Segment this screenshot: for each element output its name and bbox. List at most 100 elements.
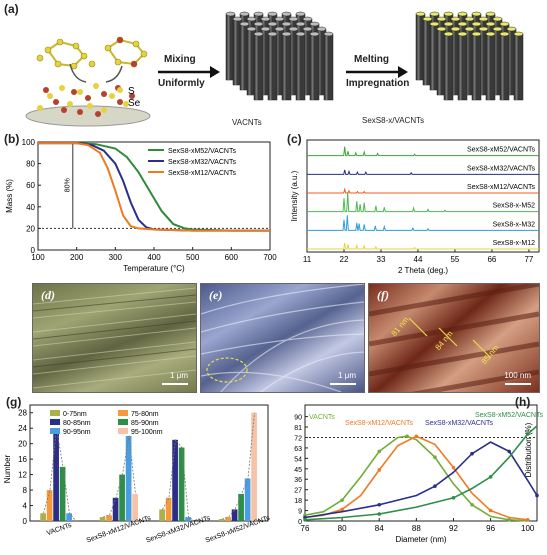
data-point — [405, 434, 409, 439]
nanotube-cap — [253, 11, 264, 17]
series-line-2 — [38, 142, 270, 232]
caption-filled-vacnts: SexS8-x/VACNTs — [362, 116, 425, 125]
x-tick-label: 700 — [263, 253, 277, 262]
nanotube-highlight — [269, 34, 272, 100]
filled-vacnt-array — [415, 11, 524, 101]
nanotube-highlight — [234, 19, 237, 85]
nanotube-cap — [422, 16, 433, 22]
nanotube-cap — [260, 26, 271, 32]
bar-3-1 — [225, 517, 231, 521]
x-tick-label: 300 — [109, 253, 123, 262]
nanotube-highlight — [438, 29, 441, 95]
legend-label-3: 85-90nm — [131, 420, 159, 427]
y-tick-label: 28 — [18, 409, 27, 418]
nanotube-cap — [295, 31, 306, 37]
nanotube-highlight — [487, 34, 490, 100]
y-tick-label: 0 — [298, 519, 302, 526]
nanotube-highlight — [227, 14, 230, 80]
nanotube — [513, 33, 524, 101]
nanotube-cap — [281, 11, 292, 17]
trend-line-1 — [102, 435, 136, 518]
legend-swatch-5 — [118, 428, 128, 434]
x-tick-label: 44 — [414, 255, 423, 264]
nanotube-cap — [274, 26, 285, 32]
data-point — [433, 484, 437, 488]
y-tick-label: 81 — [294, 425, 302, 432]
y-tick-label: 8 — [23, 486, 28, 495]
nanotube-highlight — [297, 34, 300, 100]
category-label-2: SexS8-xM32/VACNTs — [145, 515, 212, 545]
pattern-line-0 — [307, 146, 539, 157]
nanotube-cap — [471, 31, 482, 37]
nanotube-cap — [316, 26, 327, 32]
nanotube-cap — [295, 21, 306, 27]
selenium-legend-dot — [117, 99, 123, 105]
x-tick-label: 88 — [412, 524, 421, 533]
nanotube-highlight — [515, 34, 518, 100]
y-tick-label: 60 — [26, 181, 35, 190]
distribution-line-3 — [304, 425, 538, 521]
bar-1-1 — [106, 515, 112, 521]
y-tick-label: 100 — [22, 138, 36, 147]
nanotube-cap — [436, 26, 447, 32]
nanotube-cap — [309, 31, 320, 37]
nanotube-cap — [478, 26, 489, 32]
legend-swatch-2 — [50, 419, 60, 425]
nanotube-cap — [478, 16, 489, 22]
trend-line-3 — [221, 412, 255, 520]
nanotube-highlight — [255, 34, 258, 100]
plot-frame — [306, 139, 540, 253]
nanotube-cap — [443, 21, 454, 27]
x-tick-label: 600 — [225, 253, 239, 262]
x-tick-label: 33 — [377, 255, 386, 264]
y-tick-label: 0 — [23, 517, 28, 526]
nanotube-cap — [513, 31, 524, 37]
category-label-3: SexS8-xM52/VACNTs — [205, 515, 272, 545]
bar-0-2 — [53, 428, 59, 521]
data-point — [470, 451, 474, 456]
nanotube-cap — [288, 26, 299, 32]
nanotube-highlight — [445, 34, 448, 100]
y-tick-label: 36 — [294, 477, 302, 484]
y-tick-label: 9 — [298, 509, 302, 516]
category-label-1: SexS8-xM12/VACNTs — [86, 515, 153, 545]
panel-g-label: (g) — [6, 395, 22, 409]
nanotube — [281, 33, 292, 101]
y-axis-label: Intensity (a.u.) — [290, 170, 299, 221]
panel-b: (b) 100 200 300 400 500 600 700 0 20 40 60 80 100 Tem… — [0, 130, 285, 280]
legend-label-4: 90-95nm — [63, 429, 91, 436]
y-axis-label: Mass (%) — [5, 179, 14, 213]
panel-c-label: (c) — [287, 132, 302, 146]
legend-swatch-4 — [50, 428, 60, 434]
bar-2-3 — [178, 447, 185, 521]
nanotube-highlight — [248, 29, 251, 95]
panel-a-label: (a) — [4, 2, 19, 16]
bar-0-3 — [59, 466, 66, 521]
nanotube — [443, 33, 454, 101]
panel-g: (g) 0 4 8 12 16 20 24 28 Number VACNTs SexS8-xM12/… — [0, 395, 275, 550]
data-point — [340, 498, 344, 502]
bar-3-2 — [231, 509, 238, 521]
nanotube — [267, 33, 278, 101]
distribution-line-0 — [304, 435, 528, 522]
x-axis-label: 2 Theta (deg.) — [398, 266, 448, 275]
legend-label-0: SexS8-xM52/VACNTs — [168, 148, 236, 155]
scale-label: 1 μm — [338, 371, 356, 380]
nanotube-cap — [464, 16, 475, 22]
nanotube-highlight — [480, 29, 483, 95]
nanotube-highlight — [325, 34, 328, 100]
bar-1-4 — [125, 435, 132, 521]
plot-frame — [29, 404, 269, 522]
nanotube-cap — [295, 11, 306, 17]
nanotube-highlight — [494, 29, 497, 95]
data-point — [535, 493, 539, 498]
panel-c: (c) 11 22 33 44 55 66 77 2 Theta (deg.) Intensit… — [285, 130, 547, 280]
fiber-texture — [33, 287, 196, 389]
nanotube-highlight — [466, 29, 469, 95]
series-label-0: VACNTs — [309, 414, 335, 421]
x-axis-label: Diameter (nm) — [395, 535, 446, 544]
bar-2-2 — [172, 439, 178, 521]
nanotube-highlight — [290, 29, 293, 95]
panel-h-label: (h) — [515, 395, 531, 409]
scale-label: 100 nm — [504, 371, 531, 380]
